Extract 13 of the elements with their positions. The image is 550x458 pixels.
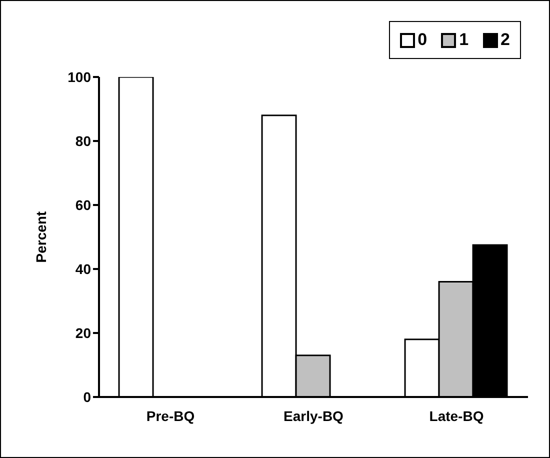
x-tick-label: Early-BQ — [284, 408, 344, 424]
y-tick-label: 20 — [75, 324, 92, 341]
legend-label: 2 — [500, 30, 510, 50]
legend-label: 0 — [418, 30, 428, 50]
x-tick-label: Pre-BQ — [146, 408, 195, 424]
y-tick-label: 80 — [75, 132, 92, 149]
legend-label: 1 — [459, 30, 469, 50]
y-tick-label: 0 — [83, 388, 92, 405]
y-tick-label: 60 — [75, 196, 92, 213]
y-tick-label: 100 — [68, 68, 92, 85]
x-tick-label: Late-BQ — [429, 408, 484, 424]
y-axis-title: Percent — [32, 210, 49, 263]
y-tick-label: 40 — [75, 260, 92, 277]
